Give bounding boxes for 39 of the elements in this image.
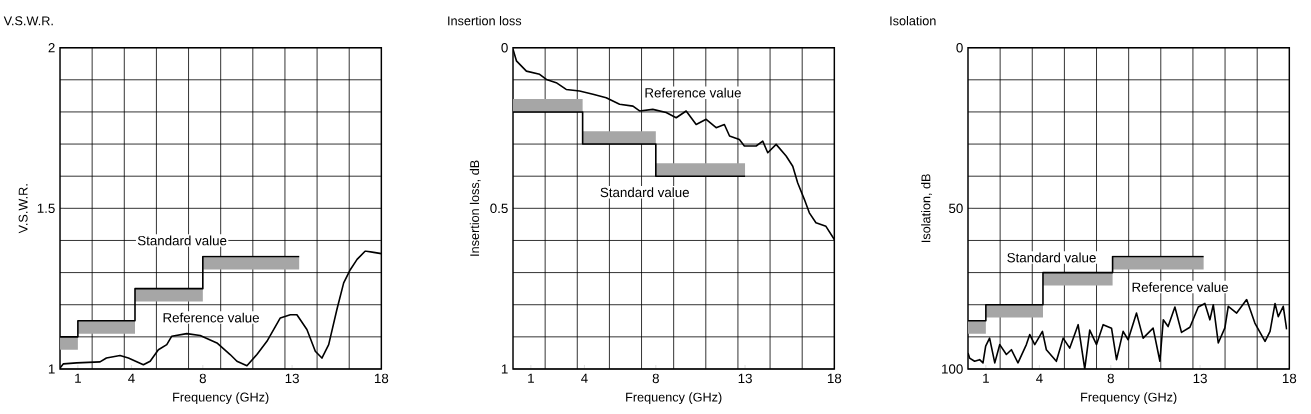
annotation: Reference value xyxy=(645,87,741,98)
y-tick-label: 1 xyxy=(501,364,508,374)
y-tick-label: 2 xyxy=(48,43,55,53)
chart-title: Insertion loss xyxy=(448,16,522,26)
x-tick-label: 18 xyxy=(374,373,389,384)
annotation: Standard value xyxy=(1007,252,1096,263)
x-axis-title: Frequency (GHz) xyxy=(173,392,269,405)
x-axis-title: Frequency (GHz) xyxy=(1081,392,1177,405)
y-tick-label: 0 xyxy=(501,42,508,53)
y-axis-title: Isolation, dB xyxy=(921,174,932,243)
y-tick-label: 1.5 xyxy=(37,203,55,213)
y-tick-label: 0 xyxy=(956,42,963,53)
annotation: Reference value xyxy=(163,312,259,323)
x-tick-label: 1 xyxy=(983,373,989,383)
x-tick-label: 8 xyxy=(652,373,659,384)
x-tick-label: 13 xyxy=(285,373,299,384)
x-tick-label: 18 xyxy=(827,373,842,384)
x-tick-label: 4 xyxy=(128,373,135,383)
x-tick-label: 18 xyxy=(1282,373,1297,384)
chart-title: V.S.W.R. xyxy=(3,16,53,26)
x-tick-label: 1 xyxy=(75,373,81,383)
x-tick-label: 1 xyxy=(528,373,534,383)
y-tick-label: 1 xyxy=(48,364,55,374)
y-axis-title: V.S.W.R. xyxy=(18,184,28,234)
y-axis-title: Insertion loss, dB xyxy=(469,160,481,256)
x-tick-label: 4 xyxy=(581,373,588,383)
annotation: Standard value xyxy=(137,235,227,246)
x-tick-label: 8 xyxy=(199,373,206,384)
x-tick-label: 4 xyxy=(1036,373,1043,383)
y-tick-label: 0.5 xyxy=(490,203,508,214)
annotation: Reference value xyxy=(1132,282,1228,292)
y-tick-label: 50 xyxy=(949,203,963,214)
x-tick-label: 13 xyxy=(1193,373,1207,384)
x-axis-title: Frequency (GHz) xyxy=(626,392,722,405)
x-tick-label: 8 xyxy=(1107,373,1114,384)
y-tick-label: 100 xyxy=(942,364,963,374)
x-tick-label: 13 xyxy=(738,373,752,384)
chart-title: Isolation xyxy=(890,16,936,26)
annotation: Standard value xyxy=(600,187,689,198)
